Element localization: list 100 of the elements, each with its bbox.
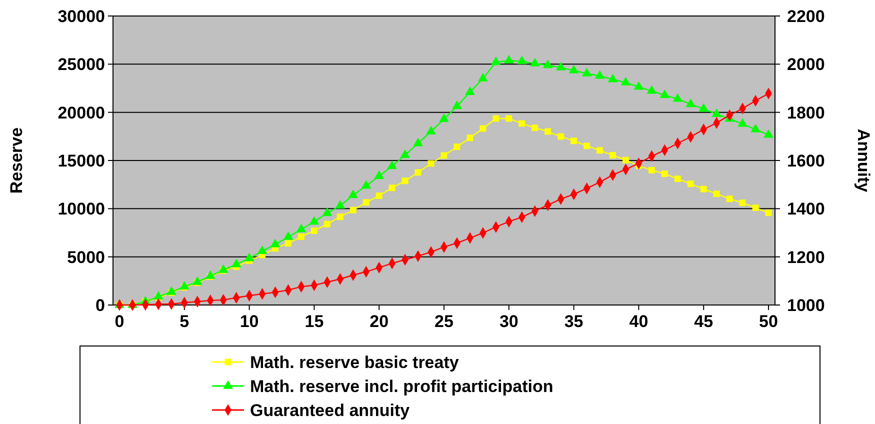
point	[205, 270, 216, 279]
x-tick-label: 5	[180, 312, 190, 331]
y2-axis-title: Annuity	[854, 128, 873, 193]
point	[713, 190, 720, 198]
x-tick-label: 45	[694, 312, 714, 331]
point	[661, 170, 668, 178]
point	[584, 142, 590, 150]
point	[530, 58, 540, 66]
point	[374, 170, 384, 179]
point	[610, 152, 616, 158]
y-tick-label: 5000	[67, 248, 105, 267]
point	[752, 204, 759, 212]
y-tick-label: 10000	[58, 200, 105, 219]
point	[726, 196, 733, 202]
point	[648, 166, 655, 174]
point	[296, 224, 306, 232]
point	[454, 144, 460, 150]
y-axis-title: Reserve	[7, 127, 26, 194]
point	[504, 54, 514, 64]
point	[558, 133, 564, 140]
point	[582, 68, 592, 76]
point	[309, 216, 320, 225]
point	[739, 200, 746, 206]
point	[387, 160, 397, 170]
point	[570, 138, 578, 144]
y2-tick-label: 2200	[787, 6, 825, 26]
point	[361, 180, 372, 189]
point	[686, 98, 696, 108]
point	[738, 118, 748, 127]
legend-label: Math. reserve basic treaty	[250, 352, 460, 372]
point	[620, 76, 631, 86]
y2-tick-label: 1400	[787, 200, 825, 219]
point	[594, 70, 605, 79]
point	[698, 103, 709, 112]
point	[376, 192, 382, 199]
point	[465, 86, 475, 96]
point	[413, 138, 423, 146]
y2-tick-label: 1800	[787, 103, 825, 122]
point	[400, 149, 410, 158]
point	[764, 129, 774, 138]
point	[428, 160, 434, 167]
y-tick-label: 0	[96, 296, 105, 315]
point	[687, 180, 694, 188]
point	[750, 124, 760, 132]
point	[283, 231, 294, 240]
legend-label: Guaranteed annuity	[250, 400, 410, 420]
x-tick-label: 30	[499, 312, 518, 331]
point	[542, 60, 553, 68]
x-tick-label: 35	[564, 312, 584, 331]
y-tick-label: 20000	[58, 103, 105, 122]
point	[491, 56, 501, 66]
point	[439, 113, 449, 122]
point	[660, 90, 670, 98]
point	[646, 85, 657, 94]
point	[218, 264, 228, 273]
point	[179, 281, 190, 290]
point	[608, 74, 618, 82]
point	[350, 206, 356, 214]
point	[192, 276, 202, 285]
point	[257, 245, 268, 254]
point	[362, 199, 370, 206]
x-tick-label: 10	[240, 312, 259, 331]
x-tick-label: 0	[114, 312, 124, 331]
point	[244, 252, 254, 262]
x-tick-label: 50	[759, 312, 778, 331]
point	[402, 178, 408, 184]
point	[765, 210, 772, 216]
point	[414, 169, 422, 176]
y-tick-label: 15000	[58, 151, 105, 170]
point	[622, 156, 629, 164]
legend-label: Math. reserve incl. profit participation	[250, 376, 554, 396]
point	[712, 108, 722, 118]
point	[480, 125, 486, 132]
point	[518, 120, 526, 127]
point	[674, 176, 681, 182]
point	[335, 200, 346, 209]
point	[516, 56, 527, 64]
point	[166, 286, 176, 295]
point	[466, 134, 474, 142]
point	[426, 126, 436, 134]
x-tick-label: 40	[629, 312, 648, 331]
point	[270, 238, 280, 248]
y2-tick-label: 1200	[787, 248, 825, 267]
point	[388, 184, 396, 192]
point	[672, 93, 683, 102]
x-tick-label: 25	[434, 312, 454, 331]
point	[506, 115, 512, 122]
point	[231, 258, 242, 268]
point	[568, 64, 579, 74]
point	[284, 240, 292, 247]
point	[310, 227, 318, 234]
y2-tick-label: 2000	[787, 55, 825, 74]
point	[348, 189, 358, 198]
point	[452, 100, 462, 110]
point	[556, 62, 566, 70]
point	[532, 124, 538, 132]
x-tick-label: 20	[370, 312, 389, 331]
y-tick-label: 25000	[58, 55, 105, 74]
point	[634, 81, 644, 90]
point	[154, 291, 164, 300]
